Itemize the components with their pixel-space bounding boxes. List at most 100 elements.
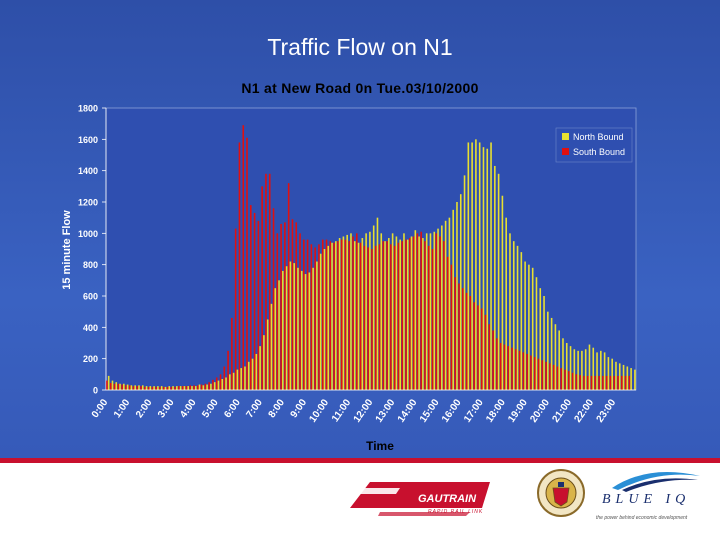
- south-bound-bar: [287, 183, 290, 390]
- south-bound-bar: [337, 241, 339, 390]
- south-bound-bar: [189, 385, 192, 390]
- south-bound-bar: [356, 233, 358, 390]
- south-bound-bar: [303, 239, 305, 390]
- x-tick-label: 0:00: [90, 397, 111, 420]
- south-bound-bar: [586, 375, 589, 390]
- north-bound-bar: [581, 350, 583, 390]
- x-tick-label: 17:00: [462, 397, 486, 425]
- south-bound-bar: [215, 377, 218, 390]
- north-bound-bar: [433, 231, 436, 390]
- north-bound-bar: [210, 383, 212, 390]
- south-bound-bar: [435, 233, 438, 390]
- south-bound-bar: [253, 212, 256, 390]
- x-tick-label: 6:00: [222, 397, 243, 420]
- north-bound-bar: [573, 349, 576, 390]
- south-bound-bar: [295, 222, 298, 390]
- south-bound-bar: [537, 358, 540, 390]
- x-tick-label: 18:00: [484, 397, 508, 425]
- south-bound-bar: [507, 346, 510, 390]
- north-bound-bar: [478, 142, 481, 390]
- south-bound-bar: [518, 350, 521, 390]
- south-bound-bar: [250, 205, 252, 390]
- north-bound-bar: [512, 241, 515, 390]
- traffic-flow-chart: 0 200 400 600 800 1000 1200 1400 1600 1800 0:00 1:…: [61, 104, 637, 453]
- south-bound-bar: [136, 386, 139, 390]
- north-bound-bar: [509, 233, 511, 390]
- south-bound-bar: [499, 343, 502, 390]
- south-bound-bar: [401, 241, 404, 390]
- x-tick-label: 7:00: [244, 397, 265, 420]
- north-bound-bar: [600, 350, 602, 390]
- south-bound-bar: [242, 125, 245, 390]
- north-bound-bar: [471, 142, 473, 390]
- north-bound-bar: [327, 245, 330, 390]
- north-bound-bar: [565, 343, 568, 390]
- north-bound-bar: [119, 383, 121, 390]
- south-bound-bar: [397, 242, 400, 390]
- south-bound-bar: [378, 244, 381, 390]
- south-bound-bar: [454, 277, 457, 390]
- south-bound-bar: [473, 302, 475, 390]
- x-tick-label: 21:00: [550, 397, 574, 425]
- north-bound-bar: [312, 267, 314, 390]
- north-bound-bar: [240, 368, 242, 390]
- south-bound-bar: [526, 353, 528, 390]
- north-bound-bar: [266, 319, 269, 390]
- y-tick-label: 1400: [78, 166, 98, 176]
- north-bound-bar: [444, 220, 447, 390]
- north-bound-bar: [577, 350, 579, 390]
- south-bound-bar: [503, 344, 506, 390]
- south-bound-bar: [155, 386, 157, 390]
- south-bound-bar: [374, 245, 377, 390]
- x-tick-label: 12:00: [352, 397, 376, 425]
- south-bound-bar: [446, 256, 449, 390]
- north-bound-bar: [490, 142, 492, 390]
- south-bound-bar: [109, 382, 112, 390]
- north-bound-bar: [497, 173, 500, 390]
- x-tick-label: 22:00: [573, 397, 597, 425]
- north-bound-bar: [562, 338, 564, 390]
- south-bound-bar: [390, 244, 392, 390]
- x-tick-label: 5:00: [200, 397, 221, 420]
- south-bound-bar: [344, 239, 347, 390]
- south-bound-bar: [147, 386, 150, 390]
- south-bound-bar: [321, 239, 324, 390]
- north-bound-bar: [149, 386, 152, 390]
- south-bound-bar: [462, 288, 464, 390]
- x-tick-label: 3:00: [156, 397, 177, 420]
- north-bound-bar: [486, 148, 489, 390]
- south-bound-bar: [628, 375, 631, 390]
- north-bound-bar: [569, 346, 572, 390]
- north-bound-bar: [183, 386, 186, 390]
- north-bound-bar: [247, 361, 250, 390]
- south-bound-bar: [609, 375, 612, 390]
- north-bound-bar: [365, 233, 367, 390]
- north-bound-bar: [475, 139, 477, 390]
- south-bound-bar: [113, 383, 116, 390]
- south-bound-bar: [257, 220, 260, 390]
- north-bound-bar: [607, 357, 610, 390]
- south-bound-bar: [200, 384, 203, 390]
- south-bound-bar: [352, 236, 354, 390]
- y-tick-label: 1800: [78, 104, 98, 114]
- south-bound-bar: [212, 379, 214, 390]
- south-bound-bar: [427, 245, 430, 390]
- north-bound-bar: [531, 267, 534, 390]
- north-bound-bar: [346, 234, 348, 390]
- north-bound-bar: [384, 241, 386, 390]
- x-tick-label: 4:00: [178, 397, 199, 420]
- x-tick-label: 14:00: [396, 397, 420, 425]
- south-bound-bar: [431, 249, 434, 390]
- south-bound-bar: [594, 375, 597, 390]
- south-bound-bar: [197, 385, 199, 390]
- north-bound-bar: [353, 241, 356, 390]
- south-bound-bar: [117, 383, 120, 390]
- y-axis-title: 15 minute Flow: [61, 210, 73, 290]
- north-bound-bar: [126, 384, 129, 390]
- gautrain-tagline: RAPID RAIL LINK: [428, 509, 484, 515]
- north-bound-bar: [304, 274, 307, 390]
- south-bound-bar: [549, 363, 551, 390]
- north-bound-bar: [297, 267, 299, 390]
- north-bound-bar: [232, 372, 235, 390]
- north-bound-bar: [626, 366, 629, 390]
